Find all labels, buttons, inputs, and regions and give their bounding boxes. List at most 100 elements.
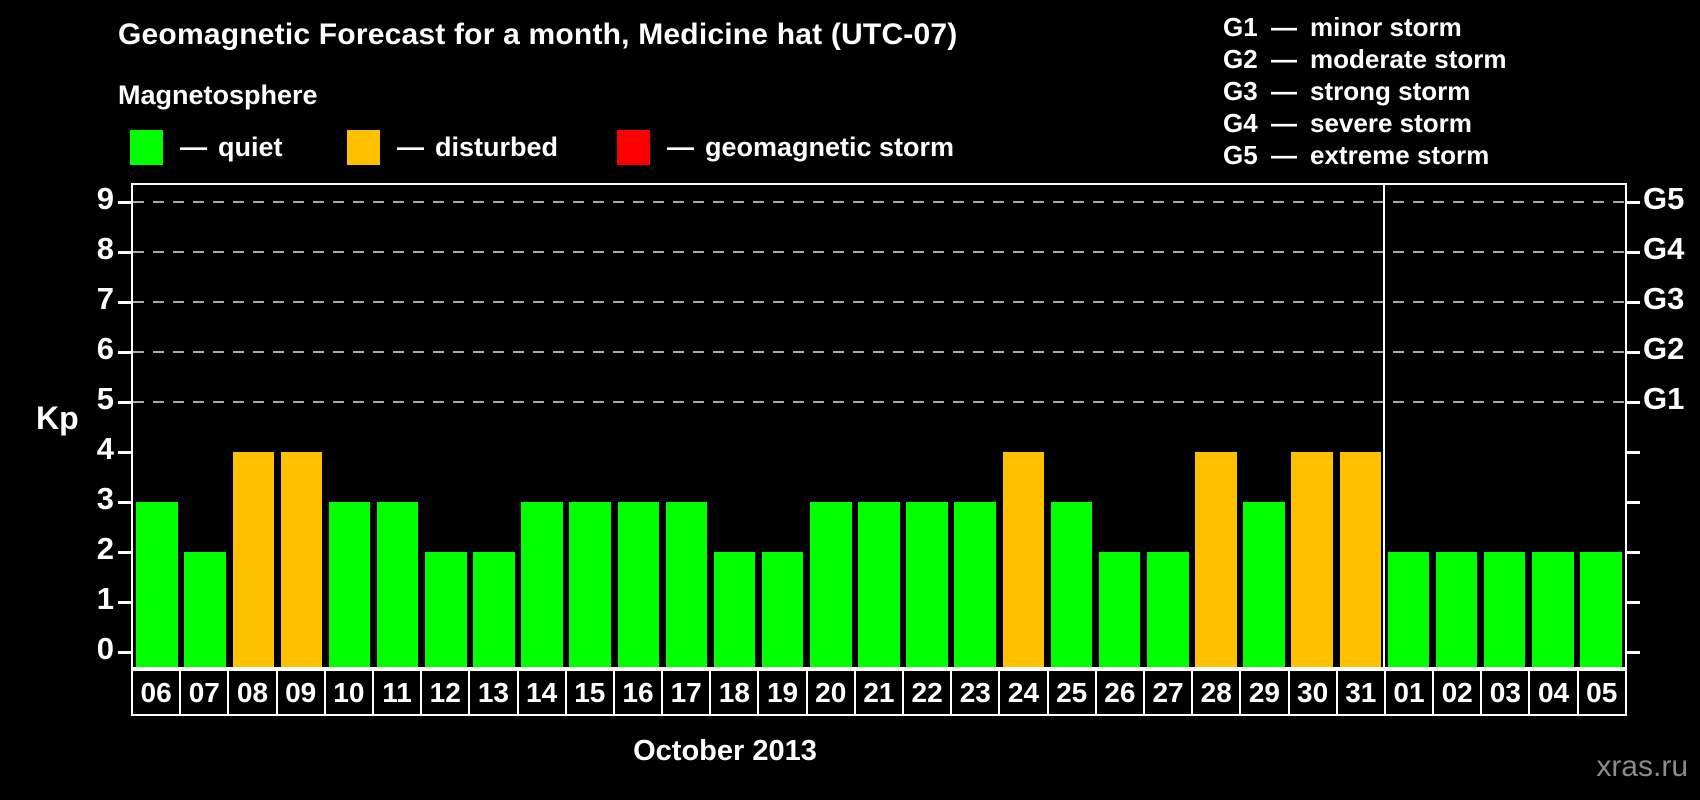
- g1-code: G1: [1223, 12, 1258, 42]
- x-axis-day-cell: 14: [516, 671, 565, 714]
- legend-separator: —: [397, 132, 424, 162]
- y-tick-label: 8: [96, 231, 114, 266]
- kp-bar-day-11: [376, 502, 419, 667]
- x-axis-day-cell: 13: [468, 671, 516, 714]
- y-axis-tick-left: [118, 201, 131, 204]
- y-axis-tick-left: [118, 551, 131, 554]
- y-axis-tick-right: [1627, 201, 1640, 204]
- g-scale-legend-row: G1 — minor storm: [1223, 11, 1507, 43]
- legend-label-disturbed: disturbed: [435, 132, 559, 162]
- kp-bar-day-21: [858, 502, 900, 667]
- y-axis-tick-left: [118, 451, 131, 454]
- x-axis-day-cell: 23: [950, 671, 998, 714]
- x-axis-day-row: 06 07 08 09 10 11 12 13 14 15 16 17 18 19 20 21 22 23 24 25…: [131, 669, 1627, 716]
- x-axis-day-cell: 02: [1432, 671, 1480, 714]
- chart-title: Geomagnetic Forecast for a month, Medici…: [118, 18, 958, 51]
- x-axis-day-cell: 16: [612, 671, 661, 714]
- kp-bar-day-17: [665, 502, 708, 667]
- g4-code: G4: [1223, 108, 1258, 138]
- g-legend-separator: —: [1271, 12, 1297, 42]
- x-axis-day-cell: 09: [275, 671, 324, 714]
- kp-bar-day-12: [425, 552, 467, 667]
- kp-bar-day-25: [1050, 502, 1093, 667]
- x-axis-day-cell: 18: [709, 671, 757, 714]
- y-axis-tick-right: [1627, 301, 1640, 304]
- y-tick-label: 7: [96, 281, 114, 316]
- y-axis-tick-left: [118, 351, 131, 354]
- disturbed-color-swatch: [347, 130, 380, 165]
- x-axis-day-cell: 19: [757, 671, 805, 714]
- y-axis-tick-right: [1627, 351, 1640, 354]
- y-tick-label: 3: [96, 481, 114, 516]
- gridline-kp8: [133, 251, 1625, 253]
- x-axis-day-cell: 21: [853, 671, 902, 714]
- g2-code: G2: [1223, 44, 1258, 74]
- month-separator-line: [1383, 185, 1386, 667]
- x-axis-day-cell: 29: [1239, 671, 1287, 714]
- kp-bar-day-02: [1435, 552, 1478, 667]
- y-tick-label: 5: [96, 381, 114, 416]
- g-legend-separator: —: [1271, 76, 1297, 106]
- y-axis-tick-left: [118, 251, 131, 254]
- g1-description: minor storm: [1310, 12, 1462, 42]
- g5-description: extreme storm: [1310, 140, 1490, 170]
- x-axis-day-cell: 06: [140, 676, 172, 708]
- gridline-kp9: [133, 201, 1625, 203]
- x-axis-day-cell: 10: [323, 671, 372, 714]
- g-legend-separator: —: [1271, 44, 1297, 74]
- gridline-kp5: [133, 401, 1625, 403]
- g3-description: strong storm: [1310, 76, 1471, 106]
- y-axis-tick-right: [1627, 651, 1640, 654]
- kp-bar-day-19: [761, 552, 804, 667]
- g-level-label-g2: G2: [1643, 331, 1685, 366]
- y-tick-label: 4: [96, 431, 114, 466]
- kp-bar-day-14: [521, 502, 563, 667]
- y-axis-title: Kp: [36, 400, 79, 436]
- g-scale-legend-row: G4 — severe storm: [1223, 107, 1507, 139]
- x-axis-day-cell: 31: [1335, 671, 1384, 714]
- x-axis-day-cell: 07: [179, 671, 227, 714]
- g-scale-legend: G1 — minor storm G2 — moderate storm G3 …: [1223, 11, 1507, 171]
- g-scale-legend-row: G3 — strong storm: [1223, 75, 1507, 107]
- legend-item-quiet: — quiet: [130, 130, 283, 165]
- kp-bar-day-16: [617, 502, 660, 667]
- kp-bar-day-10: [328, 502, 371, 667]
- g-legend-separator: —: [1271, 108, 1297, 138]
- kp-bar-day-28: [1195, 452, 1237, 667]
- y-axis-tick-right: [1627, 551, 1640, 554]
- y-axis-tick-left: [118, 401, 131, 404]
- x-axis-day-cell: 26: [1094, 671, 1143, 714]
- x-axis-day-cell: 12: [420, 671, 468, 714]
- x-axis-day-cell: 01: [1383, 671, 1432, 714]
- y-axis-tick-right: [1627, 451, 1640, 454]
- x-axis-day-cell: 17: [661, 671, 709, 714]
- kp-bar-day-23: [954, 502, 996, 667]
- y-axis-tick-left: [118, 301, 131, 304]
- kp-bar-day-08: [232, 452, 275, 667]
- g4-description: severe storm: [1310, 108, 1472, 138]
- x-axis-day-cell: 08: [227, 671, 275, 714]
- x-axis-day-cell: 28: [1191, 671, 1239, 714]
- x-axis-day-cell: 24: [998, 671, 1046, 714]
- kp-bar-day-13: [473, 552, 515, 667]
- legend-separator: —: [180, 132, 207, 162]
- kp-bar-day-27: [1147, 552, 1189, 667]
- kp-bar-day-30: [1291, 452, 1333, 667]
- x-axis-day-cell: 15: [564, 671, 613, 714]
- kp-bar-day-18: [713, 552, 756, 667]
- x-axis-day-cell: 03: [1480, 671, 1528, 714]
- gridline-kp6: [133, 351, 1625, 353]
- kp-bar-day-06: [136, 502, 178, 667]
- x-axis-day-cell: 05: [1576, 671, 1625, 714]
- g3-code: G3: [1223, 76, 1258, 106]
- x-axis-day-cell: 11: [371, 671, 420, 714]
- g5-code: G5: [1223, 140, 1258, 170]
- plot-area: [131, 183, 1627, 669]
- x-axis-title: October 2013: [633, 735, 817, 767]
- legend-label-quiet: quiet: [218, 132, 283, 162]
- x-axis-day-cell: 20: [805, 671, 854, 714]
- watermark: xras.ru: [1596, 750, 1688, 783]
- x-axis-day-cell: 22: [902, 671, 950, 714]
- kp-bar-day-01: [1387, 552, 1430, 667]
